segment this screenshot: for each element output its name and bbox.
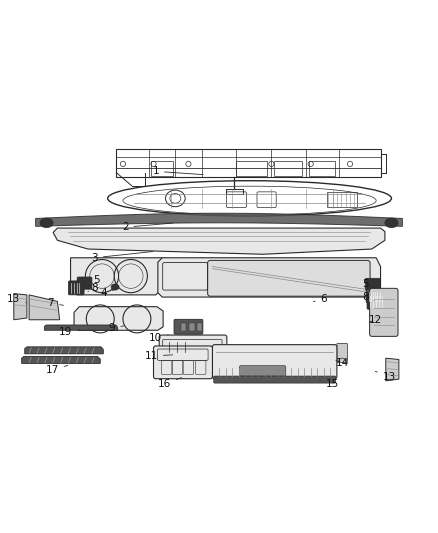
Polygon shape — [71, 258, 162, 295]
Bar — [274, 161, 302, 176]
Text: 5: 5 — [88, 276, 100, 286]
FancyBboxPatch shape — [214, 376, 336, 383]
Ellipse shape — [385, 218, 398, 228]
Polygon shape — [21, 357, 100, 364]
Text: 16: 16 — [158, 377, 181, 390]
FancyBboxPatch shape — [212, 345, 337, 379]
Text: 4: 4 — [100, 288, 114, 298]
Text: 5: 5 — [362, 279, 374, 289]
Bar — [189, 323, 194, 331]
Text: 1: 1 — [152, 166, 203, 176]
Bar — [151, 161, 173, 176]
FancyBboxPatch shape — [174, 319, 203, 334]
Polygon shape — [29, 295, 60, 320]
FancyBboxPatch shape — [365, 278, 380, 290]
Polygon shape — [35, 213, 403, 227]
Text: 11: 11 — [145, 351, 173, 361]
Bar — [197, 323, 202, 331]
FancyBboxPatch shape — [77, 277, 92, 289]
FancyBboxPatch shape — [208, 261, 370, 296]
FancyBboxPatch shape — [68, 281, 84, 295]
Text: 6: 6 — [313, 294, 327, 304]
FancyBboxPatch shape — [337, 343, 347, 362]
Polygon shape — [25, 347, 103, 354]
Text: 12: 12 — [369, 315, 382, 325]
Text: 7: 7 — [48, 298, 64, 308]
FancyBboxPatch shape — [159, 335, 227, 366]
Bar — [237, 161, 267, 176]
FancyBboxPatch shape — [370, 288, 398, 336]
Bar — [308, 161, 335, 176]
FancyBboxPatch shape — [366, 289, 382, 303]
Polygon shape — [74, 306, 163, 330]
Polygon shape — [14, 294, 27, 320]
Polygon shape — [158, 258, 381, 297]
Polygon shape — [53, 228, 385, 254]
Text: 15: 15 — [320, 378, 339, 389]
Text: 14: 14 — [336, 358, 349, 368]
Text: 3: 3 — [91, 252, 153, 263]
FancyBboxPatch shape — [367, 294, 386, 309]
Polygon shape — [386, 358, 399, 381]
FancyBboxPatch shape — [153, 346, 212, 379]
Polygon shape — [44, 325, 118, 330]
Text: 19: 19 — [59, 327, 80, 337]
Text: 2: 2 — [122, 222, 173, 232]
FancyBboxPatch shape — [240, 366, 286, 376]
Bar — [327, 192, 357, 207]
Text: 8: 8 — [362, 292, 374, 302]
Ellipse shape — [111, 284, 119, 290]
Text: 13: 13 — [7, 294, 26, 304]
Text: 8: 8 — [88, 284, 98, 293]
Bar — [180, 323, 186, 331]
Text: 10: 10 — [149, 333, 168, 343]
Text: 17: 17 — [46, 365, 68, 375]
Bar — [117, 149, 381, 177]
Text: 13: 13 — [375, 372, 396, 382]
Text: 9: 9 — [109, 324, 124, 334]
Ellipse shape — [40, 218, 53, 228]
